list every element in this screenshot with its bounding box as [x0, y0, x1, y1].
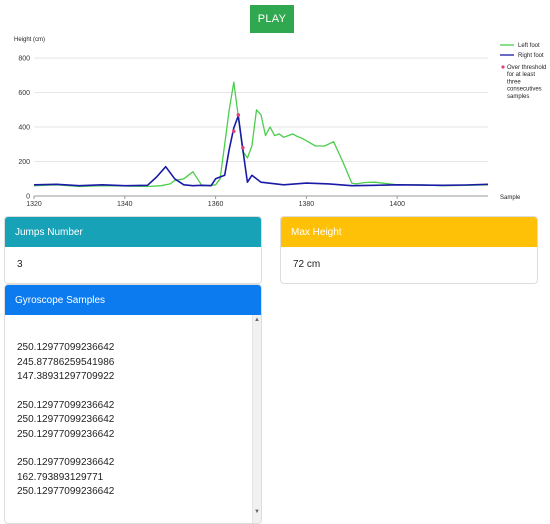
play-button[interactable]: PLAY: [250, 5, 294, 33]
gyro-sample-value: 245.87786259541986: [17, 356, 115, 368]
x-axis-label: Sample: [500, 195, 521, 201]
gyro-sample-value: 250.12977099236642: [17, 428, 115, 440]
gyro-sample-value: 250.12977099236642: [17, 457, 115, 468]
chart-axes: 0 200 400 600 800 1320 1340 1360 1380 1400 Height …: [14, 37, 521, 208]
max-height-value: 72 cm: [293, 259, 321, 270]
y-tick-label: 200: [18, 159, 30, 166]
legend-label: Right foot: [518, 53, 544, 59]
legend-threshold-label: Over threshold for at least three consecuti…: [507, 65, 546, 100]
chart-grid: [34, 57, 488, 162]
y-axis-label: Height (cm): [14, 37, 45, 43]
gyro-sample-value: 147.38931297709922: [17, 371, 115, 382]
gyroscope-samples-list-area[interactable]: 250.12977099236642 245.87786259541986 147.…: [5, 315, 261, 523]
chart-legend: Left foot Right foot Over threshold for at …: [500, 43, 546, 100]
gyro-sample-group: 250.12977099236642 162.793893129771 250.12…: [17, 456, 114, 500]
y-tick-label: 800: [18, 56, 30, 63]
y-tick-label: 0: [26, 194, 30, 201]
threshold-points: [231, 113, 245, 150]
gyroscope-samples-list: 250.12977099236642 245.87786259541986 147.…: [17, 341, 114, 514]
gyro-sample-value: 250.12977099236642: [17, 399, 115, 411]
gyro-sample-group: 250.12977099236642 245.87786259541986 147.…: [17, 341, 114, 385]
chart-series: [33, 81, 489, 188]
height-chart: 0 200 400 600 800 1320 1340 1360 1380 1400 Height …: [14, 37, 546, 208]
jumps-number-card: Jumps Number 3: [4, 216, 262, 284]
jumps-number-title: Jumps Number: [5, 217, 261, 247]
gyroscope-samples-title: Gyroscope Samples: [5, 285, 261, 315]
threshold-point: [241, 145, 245, 150]
gyro-sample-value: 250.12977099236642: [17, 342, 115, 353]
y-tick-label: 400: [18, 125, 30, 132]
gyroscope-scrollbar[interactable]: ▲ ▼: [252, 315, 261, 523]
x-tick-label: 1360: [208, 201, 224, 208]
gyro-sample-value: 162.793893129771: [17, 471, 104, 483]
gyro-sample-group: 250.12977099236642 250.12977099236642 250.…: [17, 399, 114, 443]
x-tick-label: 1380: [299, 201, 315, 208]
legend-threshold-marker: [501, 65, 505, 69]
x-tick-label: 1400: [389, 201, 405, 208]
x-tick-label: 1340: [117, 201, 133, 208]
max-height-card: Max Height 72 cm: [280, 216, 538, 284]
gyro-sample-value: 250.12977099236642: [17, 414, 115, 425]
y-tick-label: 600: [18, 90, 30, 97]
threshold-point: [236, 113, 241, 117]
max-height-title: Max Height: [281, 217, 537, 247]
jumps-number-value: 3: [17, 259, 23, 270]
scroll-down-arrow-icon[interactable]: ▼: [254, 509, 260, 515]
x-tick-label: 1320: [26, 201, 42, 208]
gyro-sample-value: 250.12977099236642: [17, 486, 115, 497]
threshold-point: [231, 129, 236, 134]
series-line-left-foot: [33, 81, 489, 188]
scroll-up-arrow-icon[interactable]: ▲: [254, 317, 260, 323]
legend-label: Left foot: [518, 43, 540, 49]
gyroscope-samples-card: Gyroscope Samples 250.12977099236642 245.…: [4, 284, 262, 524]
series-line-right-foot: [33, 115, 489, 187]
